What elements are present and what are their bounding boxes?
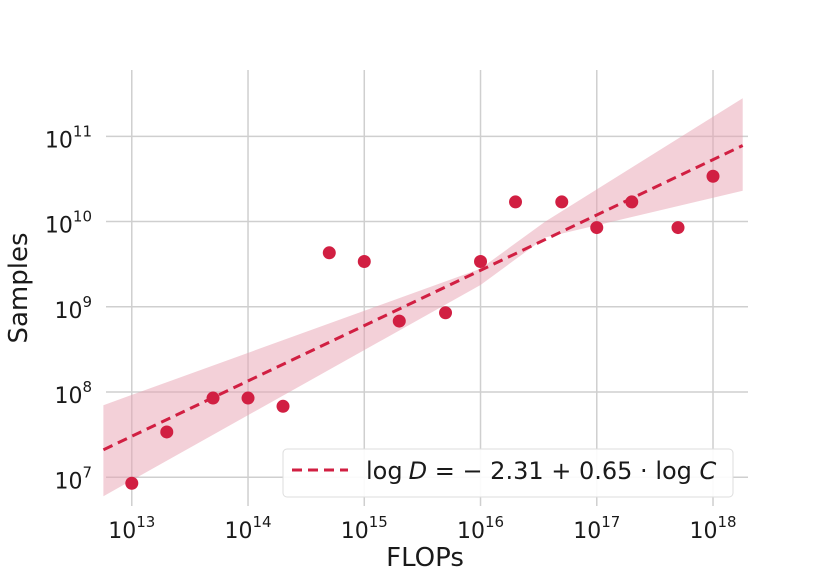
data-point xyxy=(555,195,569,209)
data-points xyxy=(125,169,720,490)
legend-box xyxy=(282,448,734,498)
legend-label-equation: = − 2.31 + 0.65 · log xyxy=(427,457,699,485)
y-tick-label: 1011 xyxy=(45,122,92,153)
x-tick-label: 1014 xyxy=(224,513,271,544)
legend-label-d: D xyxy=(409,457,427,485)
legend-label: log D = − 2.31 + 0.65 · log C xyxy=(366,457,717,485)
x-tick-label: 1018 xyxy=(689,513,736,544)
x-tick-label: 1016 xyxy=(457,513,504,544)
data-point xyxy=(625,195,639,209)
legend: log D = − 2.31 + 0.65 · log C xyxy=(282,448,734,498)
y-axis-label: Samples xyxy=(4,232,34,343)
data-point xyxy=(206,391,220,405)
data-point xyxy=(474,254,488,268)
y-tick-label: 107 xyxy=(54,463,92,494)
data-point xyxy=(671,221,685,235)
data-point xyxy=(241,391,255,405)
data-point xyxy=(160,425,174,439)
x-tick-labels: 1013 1014 1015 1016 1017 1018 xyxy=(108,513,736,544)
data-point xyxy=(439,306,453,320)
x-tick-label: 1015 xyxy=(341,513,388,544)
x-axis-label: FLOPs xyxy=(386,543,464,571)
x-tick-label: 1013 xyxy=(108,513,155,544)
x-tick-label: 1017 xyxy=(573,513,620,544)
y-tick-labels: 107 108 109 1010 1011 xyxy=(45,122,92,494)
data-point xyxy=(706,169,720,183)
legend-label-c: C xyxy=(700,457,717,485)
legend-label-log: log xyxy=(366,457,403,485)
y-tick-label: 1010 xyxy=(45,208,92,239)
data-point xyxy=(125,476,139,490)
data-point xyxy=(590,221,604,235)
y-tick-label: 108 xyxy=(54,378,92,409)
data-point xyxy=(322,246,336,260)
y-tick-label: 109 xyxy=(54,293,92,324)
fit-line xyxy=(102,144,744,452)
data-point xyxy=(509,195,523,209)
data-point xyxy=(392,314,406,328)
data-point xyxy=(357,254,371,268)
data-point xyxy=(276,399,290,413)
